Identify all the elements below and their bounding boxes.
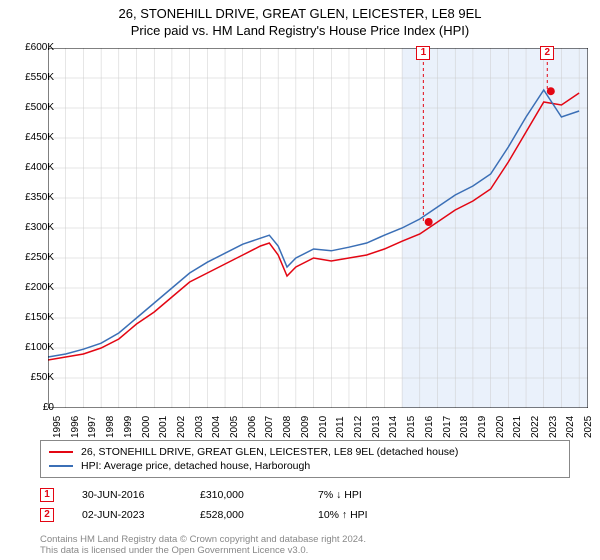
- x-tick-label: 2007: [264, 416, 275, 438]
- sale-marker: 2: [40, 508, 54, 522]
- y-tick-label: £500K: [4, 102, 54, 113]
- x-tick-label: 2014: [388, 416, 399, 438]
- x-tick-label: 2002: [176, 416, 187, 438]
- title-block: 26, STONEHILL DRIVE, GREAT GLEN, LEICEST…: [0, 0, 600, 38]
- legend-item: 26, STONEHILL DRIVE, GREAT GLEN, LEICEST…: [49, 445, 561, 459]
- x-tick-label: 2005: [229, 416, 240, 438]
- legend-swatch: [49, 451, 73, 453]
- x-tick-label: 2023: [548, 416, 559, 438]
- x-tick-label: 2025: [583, 416, 594, 438]
- x-tick-label: 2016: [424, 416, 435, 438]
- title-address: 26, STONEHILL DRIVE, GREAT GLEN, LEICEST…: [0, 6, 600, 21]
- sale-price: £528,000: [200, 509, 290, 521]
- y-tick-label: £450K: [4, 132, 54, 143]
- x-tick-label: 1998: [105, 416, 116, 438]
- y-tick-label: £150K: [4, 312, 54, 323]
- x-tick-label: 2001: [158, 416, 169, 438]
- x-tick-label: 2015: [406, 416, 417, 438]
- x-tick-label: 2018: [459, 416, 470, 438]
- chart-container: 26, STONEHILL DRIVE, GREAT GLEN, LEICEST…: [0, 0, 600, 560]
- x-tick-label: 2017: [442, 416, 453, 438]
- x-tick-label: 2003: [194, 416, 205, 438]
- x-tick-label: 1995: [52, 416, 63, 438]
- legend-item: HPI: Average price, detached house, Harb…: [49, 459, 561, 473]
- x-tick-label: 2013: [371, 416, 382, 438]
- y-tick-label: £0: [4, 402, 54, 413]
- sale-delta: 7% ↓ HPI: [318, 489, 408, 501]
- x-tick-label: 2008: [282, 416, 293, 438]
- title-subtitle: Price paid vs. HM Land Registry's House …: [0, 23, 600, 38]
- chart-marker-2: 2: [540, 46, 554, 60]
- footer-line2: This data is licensed under the Open Gov…: [40, 545, 366, 556]
- footer-line1: Contains HM Land Registry data © Crown c…: [40, 534, 366, 545]
- x-tick-label: 1997: [87, 416, 98, 438]
- x-tick-label: 1999: [123, 416, 134, 438]
- x-tick-label: 2022: [530, 416, 541, 438]
- legend-label: HPI: Average price, detached house, Harb…: [81, 460, 310, 472]
- legend-swatch: [49, 465, 73, 467]
- x-tick-label: 2004: [211, 416, 222, 438]
- x-tick-label: 2024: [565, 416, 576, 438]
- x-tick-label: 2019: [477, 416, 488, 438]
- x-tick-label: 2021: [512, 416, 523, 438]
- sale-date: 02-JUN-2023: [82, 509, 172, 521]
- x-tick-label: 2006: [247, 416, 258, 438]
- x-tick-label: 2011: [335, 416, 346, 438]
- x-tick-label: 2010: [318, 416, 329, 438]
- x-tick-label: 2012: [353, 416, 364, 438]
- chart-marker-1: 1: [416, 46, 430, 60]
- legend: 26, STONEHILL DRIVE, GREAT GLEN, LEICEST…: [40, 440, 570, 478]
- y-tick-label: £50K: [4, 372, 54, 383]
- sale-price: £310,000: [200, 489, 290, 501]
- x-tick-label: 2020: [495, 416, 506, 438]
- sale-delta: 10% ↑ HPI: [318, 509, 408, 521]
- x-tick-label: 2000: [141, 416, 152, 438]
- legend-label: 26, STONEHILL DRIVE, GREAT GLEN, LEICEST…: [81, 446, 458, 458]
- x-tick-label: 1996: [70, 416, 81, 438]
- y-tick-label: £300K: [4, 222, 54, 233]
- sale-marker: 1: [40, 488, 54, 502]
- sale-row: 2 02-JUN-2023 £528,000 10% ↑ HPI: [40, 508, 408, 522]
- chart-area: [48, 48, 588, 408]
- y-tick-label: £100K: [4, 342, 54, 353]
- x-tick-label: 2009: [300, 416, 311, 438]
- sale-row: 1 30-JUN-2016 £310,000 7% ↓ HPI: [40, 488, 408, 502]
- y-tick-label: £350K: [4, 192, 54, 203]
- chart-svg: [48, 48, 588, 408]
- y-tick-label: £250K: [4, 252, 54, 263]
- y-tick-label: £600K: [4, 42, 54, 53]
- y-tick-label: £200K: [4, 282, 54, 293]
- sale-date: 30-JUN-2016: [82, 489, 172, 501]
- y-tick-label: £400K: [4, 162, 54, 173]
- y-tick-label: £550K: [4, 72, 54, 83]
- footer: Contains HM Land Registry data © Crown c…: [40, 534, 366, 557]
